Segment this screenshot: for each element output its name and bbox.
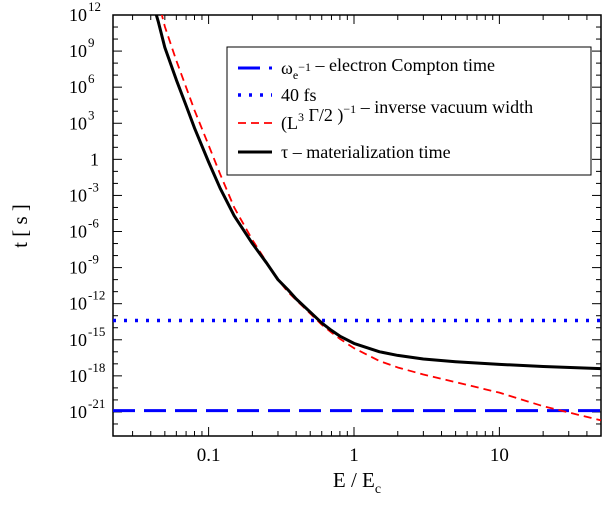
legend-text-part: (L xyxy=(281,113,298,134)
legend-label-inverse_width: (L3 Γ/2 )−1 – inverse vacuum width xyxy=(281,97,533,134)
legend-label-materialization: τ – materialization time xyxy=(281,142,451,162)
y-tick-base: 10 xyxy=(69,222,87,242)
legend-box xyxy=(226,46,592,176)
y-tick-exponent: 6 xyxy=(88,71,95,86)
x-tick-label: 10 xyxy=(490,445,509,466)
y-tick-base: 10 xyxy=(69,113,87,133)
y-tick-label: 10 xyxy=(69,113,87,133)
y-tick-label: 10 xyxy=(69,77,87,97)
y-tick-exponent: -3 xyxy=(88,179,99,194)
legend-text-part: 40 fs xyxy=(281,85,317,105)
y-tick-label: 10 xyxy=(69,402,87,422)
legend-text-part: −1 xyxy=(343,102,356,116)
legend-text-part: −1 xyxy=(298,60,311,74)
y-tick-exponent: -15 xyxy=(88,324,105,339)
y-tick-base: 10 xyxy=(69,294,87,314)
y-tick-base: 10 xyxy=(69,366,87,386)
legend-text-part: – electron Compton time xyxy=(311,55,495,75)
x-tick-label: 0.1 xyxy=(197,445,221,466)
legend-text-part: τ – materialization time xyxy=(281,142,451,162)
y-tick-label: 10 xyxy=(69,294,87,314)
y-tick-exponent: -6 xyxy=(88,216,99,231)
legend-text-part: Γ/2 ) xyxy=(304,105,343,126)
series-line-inverse_width xyxy=(160,15,601,422)
y-tick-base: 10 xyxy=(69,330,87,350)
y-tick-exponent: -18 xyxy=(88,360,105,375)
axis-ticks xyxy=(113,14,602,437)
legend-text-part: – inverse vacuum width xyxy=(356,97,533,117)
y-axis-label: t [ s ] xyxy=(8,204,32,248)
series-clip xyxy=(113,15,601,422)
series-line-materialization xyxy=(154,15,601,371)
y-tick-exponent: -9 xyxy=(88,252,99,267)
y-tick-label: 10 xyxy=(69,185,87,205)
y-tick-label: 10 xyxy=(69,330,87,350)
x-axis-label-main: E / E xyxy=(333,468,375,492)
y-tick-label: 10 xyxy=(69,222,87,242)
x-axis-label: E / Ec xyxy=(333,468,381,497)
x-tick-label: 1 xyxy=(349,445,359,466)
legend-label-fs40: 40 fs xyxy=(281,85,317,105)
y-tick-base: 10 xyxy=(69,185,87,205)
y-tick-base: 10 xyxy=(69,402,87,422)
y-tick-label: 10 xyxy=(69,41,87,61)
x-tick-labels: 0.1 1 10 xyxy=(197,445,509,466)
legend-text-part: ω xyxy=(281,58,293,78)
legend-text-part: e xyxy=(293,68,298,82)
y-tick-exponent: -12 xyxy=(88,288,105,303)
legend-label-compton: ωe−1 – electron Compton time xyxy=(281,55,495,82)
y-tick-exponent: 12 xyxy=(88,0,101,14)
y-tick-base: 1 xyxy=(90,149,99,169)
legend-text-part: 3 xyxy=(298,110,304,124)
y-tick-exponent: 3 xyxy=(88,107,95,122)
y-tick-base: 10 xyxy=(69,41,87,61)
y-tick-label: 10 xyxy=(69,5,87,25)
y-tick-base: 10 xyxy=(69,77,87,97)
y-tick-base: 10 xyxy=(69,258,87,278)
y-tick-exponent: -21 xyxy=(88,396,105,411)
y-tick-base: 10 xyxy=(69,5,87,25)
x-axis-label-sub: c xyxy=(375,482,381,497)
y-tick-exponent: 9 xyxy=(88,35,95,50)
y-tick-label: 10 xyxy=(69,258,87,278)
y-tick-label: 1 xyxy=(90,149,99,169)
plot-frame xyxy=(112,14,602,437)
y-tick-label: 10 xyxy=(69,366,87,386)
series-layer xyxy=(113,15,601,422)
